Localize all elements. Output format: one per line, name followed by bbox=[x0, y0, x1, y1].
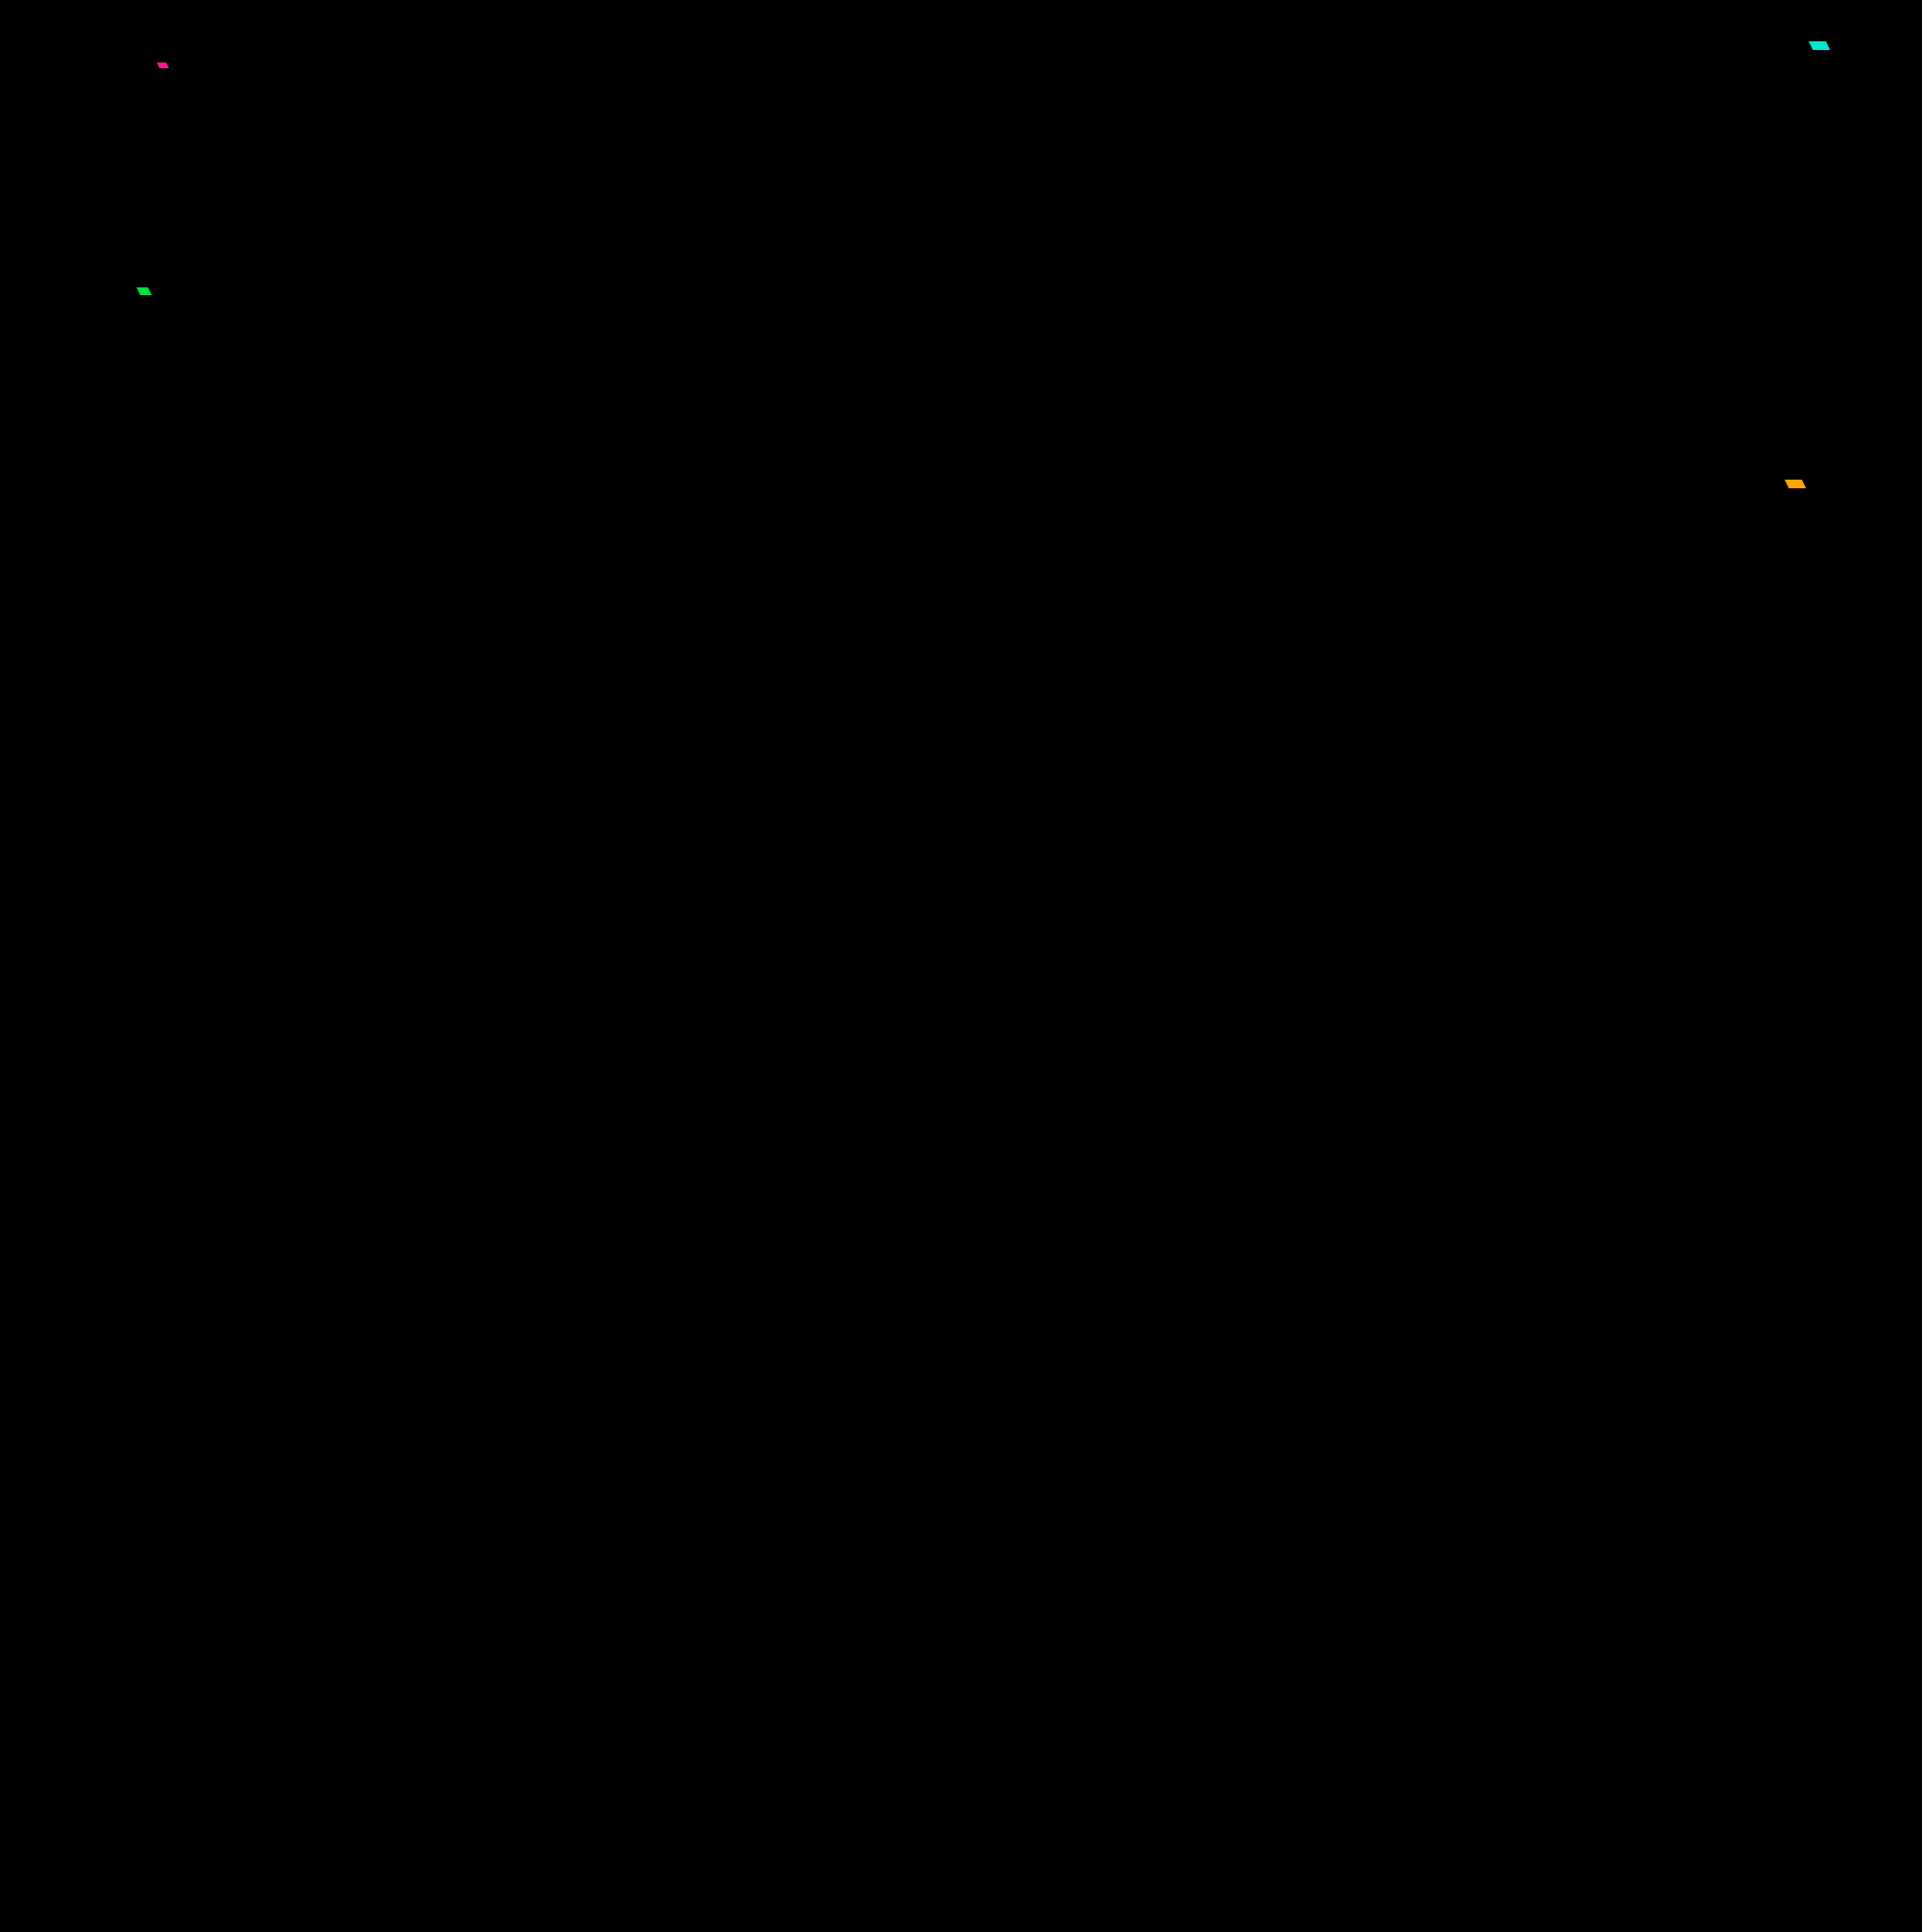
orange-paint-stroke bbox=[1785, 480, 1807, 488]
pink-paint-stroke bbox=[157, 62, 169, 68]
cyan-paint-stroke bbox=[1809, 41, 1831, 50]
green-paint-stroke bbox=[136, 287, 152, 295]
